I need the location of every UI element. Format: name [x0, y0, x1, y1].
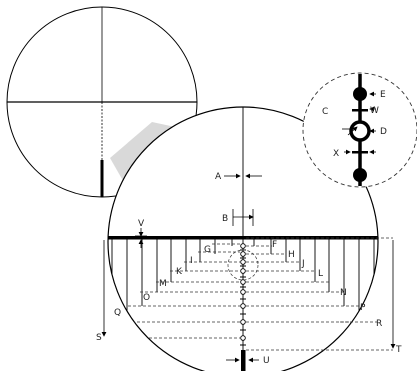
label-V: V — [138, 219, 145, 229]
label-K: K — [176, 267, 183, 277]
detail-hollow-dot — [349, 120, 371, 142]
label-S: S — [96, 333, 102, 343]
detail-tick-x — [352, 151, 368, 154]
left-hash-marks — [111, 238, 233, 338]
label-I: I — [190, 256, 193, 266]
label-W: W — [370, 106, 379, 116]
label-B: B — [222, 214, 228, 224]
detail-dot-bottom — [353, 168, 367, 182]
bottom-post — [241, 350, 246, 371]
label-H: H — [288, 250, 295, 260]
label-T: T — [395, 345, 402, 355]
scope-overview — [6, 6, 198, 198]
vertical-dots — [240, 243, 246, 341]
outer-dim-leaders — [246, 237, 393, 351]
right-hash-marks — [253, 238, 375, 338]
label-R: R — [376, 319, 382, 329]
zoom-area-circle — [227, 249, 259, 281]
label-J: J — [301, 259, 305, 269]
label-N: N — [340, 288, 347, 298]
label-D: D — [380, 127, 387, 137]
detail-tick-w — [352, 109, 368, 112]
label-L: L — [318, 269, 323, 279]
detail-dot-top — [353, 87, 367, 101]
label-G: G — [204, 245, 211, 255]
label-Q: Q — [114, 308, 121, 318]
labels: A B C D E F G H I J K L M N O P Q R S T … — [96, 90, 402, 366]
detail-magnifier — [302, 72, 417, 188]
label-O: O — [143, 293, 150, 303]
label-C: C — [322, 107, 328, 117]
label-A: A — [215, 172, 222, 182]
label-P: P — [360, 303, 366, 313]
label-X: X — [333, 149, 339, 159]
label-E: E — [380, 90, 386, 100]
label-M: M — [159, 279, 167, 289]
label-U: U — [263, 356, 270, 366]
label-F: F — [272, 240, 277, 250]
main-reticle — [107, 106, 393, 371]
overview-post — [100, 160, 104, 197]
